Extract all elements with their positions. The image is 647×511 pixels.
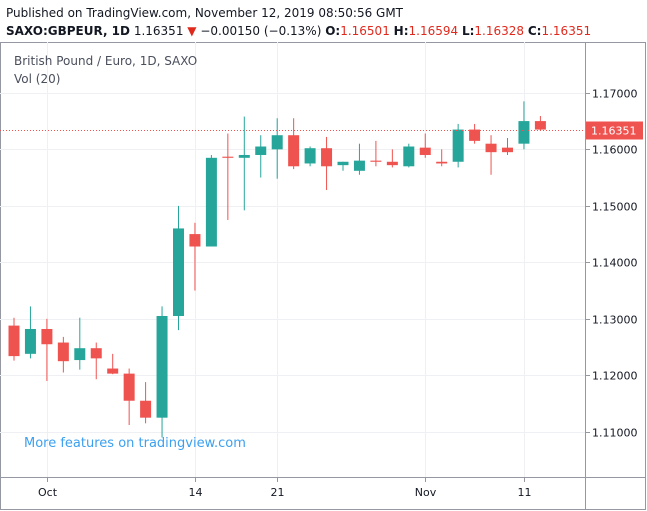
- y-tick-label: 1.11000: [592, 427, 638, 440]
- candle-up: [271, 118, 283, 179]
- high-value: 1.16594: [408, 24, 459, 38]
- y-tick-label: 1.14000: [592, 257, 638, 270]
- last-price-badge: [586, 121, 643, 140]
- candle-body: [337, 161, 349, 166]
- candle-down: [189, 222, 201, 291]
- candle-body: [189, 234, 201, 247]
- candle-down: [386, 149, 398, 168]
- candle-body: [403, 146, 415, 167]
- candle-down: [107, 353, 119, 375]
- published-line: Published on TradingView.com, November 1…: [6, 6, 404, 20]
- candle-body: [173, 228, 184, 316]
- candle-down: [90, 342, 102, 380]
- candle-body: [436, 161, 448, 164]
- candle-down: [502, 138, 513, 155]
- candlestick-chart[interactable]: 1.16351 1.17000 1.16000 1.15000 1.14000 1.13…: [0, 42, 646, 510]
- candle-up: [353, 143, 365, 175]
- candle-up: [24, 306, 36, 359]
- x-tick-label: Nov: [415, 486, 437, 499]
- candle-body: [156, 315, 168, 418]
- candle-body: [123, 373, 135, 401]
- candle-down: [419, 133, 431, 158]
- down-arrow-icon: ▼: [187, 24, 197, 38]
- ohlc-header: SAXO:GBPEUR, 1D 1.16351 ▼ −0.00150 (−0.1…: [6, 24, 591, 38]
- x-tick-label: 11: [518, 486, 532, 499]
- candle-down: [140, 382, 152, 424]
- last-price: 1.16351: [133, 24, 184, 38]
- x-tick-label: Oct: [38, 486, 58, 499]
- x-tick-label: 14: [189, 486, 203, 499]
- candle-body: [469, 129, 481, 141]
- open-value: 1.16501: [340, 24, 390, 38]
- candle-down: [57, 336, 69, 373]
- candle-body: [255, 146, 267, 155]
- candle-up: [518, 101, 530, 150]
- candle-body: [370, 160, 382, 162]
- candle-body: [386, 161, 398, 166]
- candle-body: [304, 148, 316, 164]
- close-label: C:: [527, 24, 542, 38]
- candle-body: [419, 147, 431, 155]
- y-tick-label: 1.17000: [592, 88, 638, 101]
- y-tick-label: 1.13000: [592, 314, 638, 327]
- promo-link[interactable]: More features on tradingview.com: [24, 436, 246, 451]
- low-label: L:: [461, 24, 475, 38]
- candle-body: [74, 348, 86, 361]
- last-price-badge-label: 1.16351: [591, 125, 637, 138]
- candle-down: [436, 149, 448, 167]
- close-value: 1.16351: [541, 24, 592, 38]
- candle-up: [255, 135, 267, 178]
- candle-body: [518, 121, 530, 144]
- x-tick-label: 21: [271, 486, 285, 499]
- candle-body: [238, 154, 250, 158]
- candle-body: [41, 328, 53, 345]
- chart-legend-title: British Pound / Euro, 1D, SAXO: [14, 54, 198, 68]
- candle-up: [74, 317, 86, 370]
- candle-body: [321, 148, 333, 167]
- candle-body: [353, 160, 365, 171]
- open-label: O:: [325, 24, 341, 38]
- y-tick-label: 1.15000: [592, 201, 638, 214]
- candle-body: [24, 328, 36, 354]
- chart-frame: [0, 42, 646, 510]
- candle-up: [205, 154, 217, 247]
- y-tick-label: 1.12000: [592, 370, 638, 383]
- candle-up: [304, 146, 316, 167]
- candle-up: [173, 205, 184, 331]
- low-value: 1.16328: [474, 24, 525, 38]
- candle-down: [288, 118, 300, 170]
- candle-body: [90, 348, 102, 359]
- candle-down: [370, 140, 382, 167]
- candle-body: [57, 342, 69, 362]
- candle-down: [8, 317, 20, 361]
- candle-body: [205, 157, 217, 247]
- candle-body: [288, 135, 300, 167]
- candle-down: [321, 136, 333, 191]
- candle-body: [485, 143, 497, 153]
- y-tick-label: 1.16000: [592, 144, 638, 157]
- candle-body: [452, 129, 464, 162]
- candle-body: [107, 368, 119, 374]
- candle-down: [469, 123, 481, 144]
- candle-down: [222, 133, 234, 220]
- candle-body: [271, 135, 283, 150]
- candle-up: [156, 306, 168, 438]
- candle-down: [534, 116, 546, 131]
- candle-up: [337, 161, 349, 171]
- candle-up: [452, 123, 464, 168]
- candle-down: [41, 318, 53, 381]
- candle-body: [140, 400, 152, 418]
- symbol-label: SAXO:GBPEUR, 1D: [6, 24, 130, 38]
- high-label: H:: [393, 24, 409, 38]
- candle-body: [222, 156, 234, 158]
- change-value: −0.00150 (−0.13%): [200, 24, 322, 38]
- candle-up: [238, 116, 250, 211]
- candle-down: [485, 135, 497, 175]
- candle-down: [123, 368, 135, 426]
- candle-body: [8, 325, 20, 357]
- candle-body: [502, 147, 513, 153]
- candle-up: [403, 143, 415, 168]
- volume-legend[interactable]: Vol (20): [14, 72, 61, 86]
- candle-body: [534, 121, 546, 130]
